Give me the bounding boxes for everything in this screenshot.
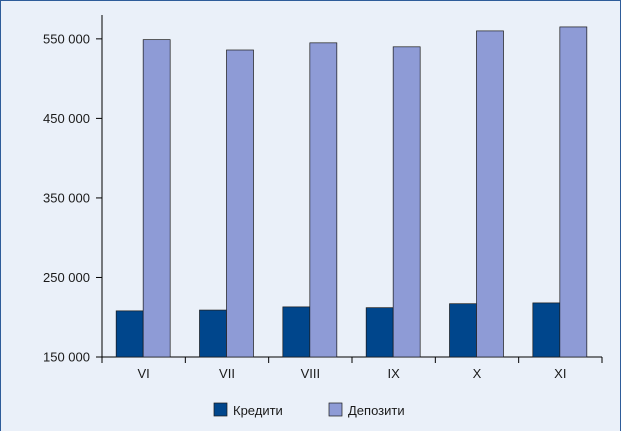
y-tick-label: 250 000 xyxy=(43,270,90,285)
bar-deposits xyxy=(142,39,171,358)
chart-axes xyxy=(96,15,603,363)
legend-swatch xyxy=(328,402,343,417)
x-tick-label: VII xyxy=(219,366,235,381)
legend-label: Кредити xyxy=(233,403,283,418)
bar-deposits xyxy=(226,49,254,358)
x-tick-label: IX xyxy=(388,366,401,381)
y-tick-label: 150 000 xyxy=(43,350,90,365)
bar-credits xyxy=(449,303,477,358)
y-tick-label: 550 000 xyxy=(43,31,90,46)
bar-deposits xyxy=(559,26,588,358)
bar-deposits xyxy=(392,46,421,358)
chart-legend: Кредити Депозити xyxy=(213,402,405,418)
x-tick-label: VI xyxy=(138,366,150,381)
bar-credits xyxy=(199,309,227,358)
bar-credits xyxy=(282,306,311,358)
bar-deposits xyxy=(309,42,338,358)
bar-credits xyxy=(365,307,394,358)
x-tick-label: X xyxy=(473,366,482,381)
x-tick-label: VIII xyxy=(301,366,321,381)
y-tick-labels: 150 000 250 000 350 000 450 000 550 000 xyxy=(43,31,90,364)
y-tick-label: 350 000 xyxy=(43,190,90,205)
bar-credits xyxy=(532,302,561,358)
legend-label: Депозити xyxy=(348,403,405,418)
bar-credits xyxy=(115,310,144,358)
x-tick-labels: VI VII VIII IX X XI xyxy=(138,366,567,381)
bar-deposits xyxy=(476,30,504,358)
chart-bars xyxy=(115,26,588,358)
x-tick-label: XI xyxy=(554,366,566,381)
y-tick-label: 450 000 xyxy=(43,111,90,126)
legend-swatch xyxy=(213,402,228,417)
